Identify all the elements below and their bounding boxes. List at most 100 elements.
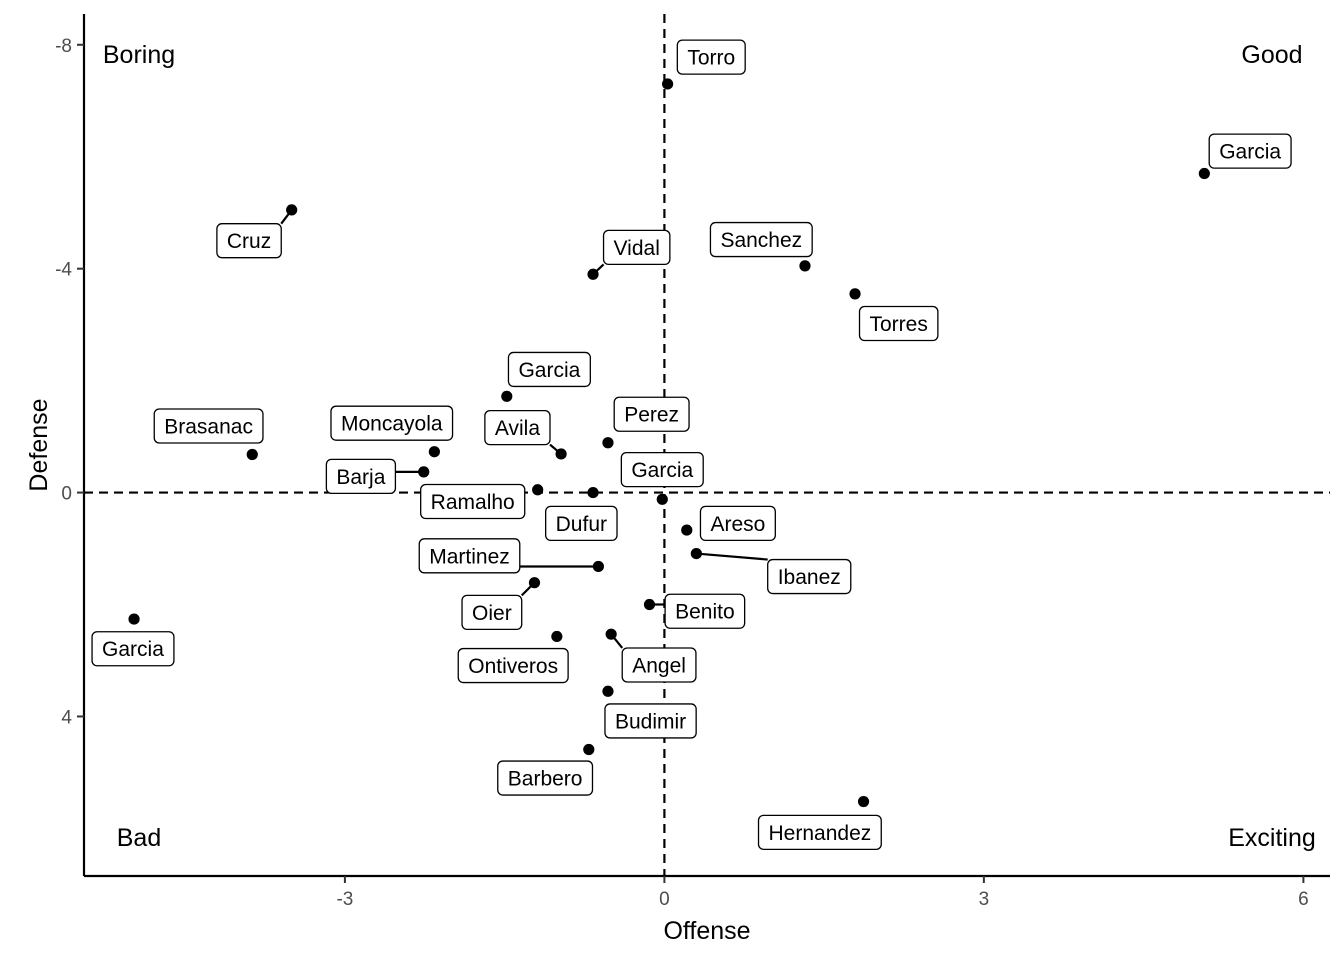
point-marker xyxy=(428,446,440,458)
y-axis-title: Defense xyxy=(25,398,53,491)
label-box xyxy=(418,538,521,574)
point-marker xyxy=(799,260,811,272)
point-marker xyxy=(128,613,140,625)
data-point-sanchez: Sanchez xyxy=(709,221,813,272)
data-point-vidal: Vidal xyxy=(587,229,671,280)
point-marker xyxy=(1198,167,1210,180)
label-box xyxy=(602,229,671,266)
label-box xyxy=(613,396,690,432)
label-box xyxy=(709,221,813,258)
point-marker xyxy=(551,630,563,643)
label-box xyxy=(604,703,697,739)
point-marker xyxy=(592,560,604,573)
quadrant-labels: Boring Good Bad Exciting xyxy=(103,41,1316,852)
label-box xyxy=(767,558,852,595)
point-marker xyxy=(418,466,430,478)
point-marker xyxy=(661,78,674,90)
data-point-ontiveros: Ontiveros xyxy=(457,630,569,684)
label-box xyxy=(676,39,746,75)
point-label: Sanchez xyxy=(720,229,802,252)
reference-lines xyxy=(84,14,1330,876)
data-point-dufur: Dufur xyxy=(545,486,618,542)
x-axis-title: Offense xyxy=(663,917,750,945)
data-point-garcia: Garcia xyxy=(91,613,175,667)
data-point-garcia: Garcia xyxy=(501,351,591,402)
point-label: Vidal xyxy=(614,237,660,260)
data-point-torro: Torro xyxy=(661,39,746,90)
data-point-cruz: Cruz xyxy=(216,204,298,259)
label-box xyxy=(620,451,704,488)
point-marker xyxy=(246,448,258,461)
data-point-oier: Oier xyxy=(461,577,541,631)
data-point-torres: Torres xyxy=(849,288,939,342)
data-points: Torro Garcia Cruz Vidal Sanchez Torres Garcia B… xyxy=(91,39,1292,850)
axes xyxy=(82,14,1330,878)
data-point-brasanac: Brasanac xyxy=(153,408,264,461)
point-label: Areso xyxy=(710,513,765,536)
point-marker xyxy=(849,288,861,300)
point-marker xyxy=(532,484,544,496)
point-marker xyxy=(605,628,617,640)
data-point-moncayola: Moncayola xyxy=(330,405,454,458)
point-label: Budimir xyxy=(615,710,686,733)
point-label: Brasanac xyxy=(164,415,253,438)
label-box xyxy=(216,223,282,259)
point-label: Barja xyxy=(336,466,385,489)
label-box xyxy=(664,593,746,629)
quadrant-label-good: Good xyxy=(1241,41,1302,69)
label-box xyxy=(330,405,454,441)
point-label: Moncayola xyxy=(341,413,443,436)
point-label: Garcia xyxy=(631,459,693,482)
data-point-barja: Barja xyxy=(325,458,430,494)
data-point-hernandez: Hernandez xyxy=(757,795,882,850)
label-box xyxy=(484,409,551,446)
point-marker xyxy=(690,547,702,560)
x-tick-label: 6 xyxy=(1298,889,1309,910)
label-box xyxy=(457,647,569,684)
label-box xyxy=(153,408,264,444)
point-label: Ramalho xyxy=(431,491,515,514)
point-marker xyxy=(681,524,693,536)
point-label: Perez xyxy=(624,404,679,427)
point-label: Cruz xyxy=(227,230,271,253)
data-point-martinez: Martinez xyxy=(418,538,604,574)
point-label: Martinez xyxy=(429,545,510,568)
data-point-angel: Angel xyxy=(605,628,697,683)
point-label: Benito xyxy=(675,601,735,624)
x-tick-label: -3 xyxy=(336,889,353,910)
y-tick-label: 4 xyxy=(61,707,72,728)
point-label: Dufur xyxy=(556,513,607,536)
point-label: Torro xyxy=(687,47,735,70)
data-point-perez: Perez xyxy=(602,396,690,449)
quadrant-label-exciting: Exciting xyxy=(1228,824,1316,852)
x-tick-label: 0 xyxy=(659,889,670,910)
point-label: Torres xyxy=(870,313,928,336)
y-tick-label: 0 xyxy=(61,484,72,505)
label-box xyxy=(507,351,591,388)
data-point-avila: Avila xyxy=(484,409,567,460)
point-marker xyxy=(656,493,668,505)
point-marker xyxy=(501,390,513,402)
point-label: Garcia xyxy=(102,638,164,661)
data-point-garcia: Garcia xyxy=(1198,133,1292,180)
point-label: Garcia xyxy=(518,359,580,382)
point-marker xyxy=(555,448,567,460)
data-point-barbero: Barbero xyxy=(497,743,595,796)
y-tick-label: -8 xyxy=(55,36,72,57)
data-point-ramalho: Ramalho xyxy=(420,483,544,520)
data-point-budimir: Budimir xyxy=(602,685,697,739)
label-box xyxy=(497,760,594,796)
label-box xyxy=(325,458,397,494)
label-box xyxy=(420,483,526,520)
label-box xyxy=(621,647,697,683)
label-box xyxy=(858,305,939,342)
point-marker xyxy=(602,437,614,449)
label-leader-line xyxy=(696,552,768,561)
quadrant-label-bad: Bad xyxy=(117,824,161,852)
point-label: Angel xyxy=(632,654,686,677)
data-point-garcia: Garcia xyxy=(620,451,704,505)
point-label: Avila xyxy=(495,417,540,440)
label-box xyxy=(757,814,882,850)
point-marker xyxy=(602,685,614,697)
